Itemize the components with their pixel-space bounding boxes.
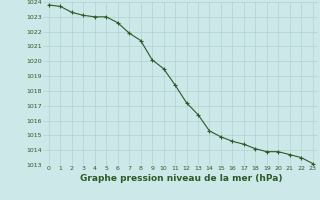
X-axis label: Graphe pression niveau de la mer (hPa): Graphe pression niveau de la mer (hPa) bbox=[80, 174, 282, 183]
